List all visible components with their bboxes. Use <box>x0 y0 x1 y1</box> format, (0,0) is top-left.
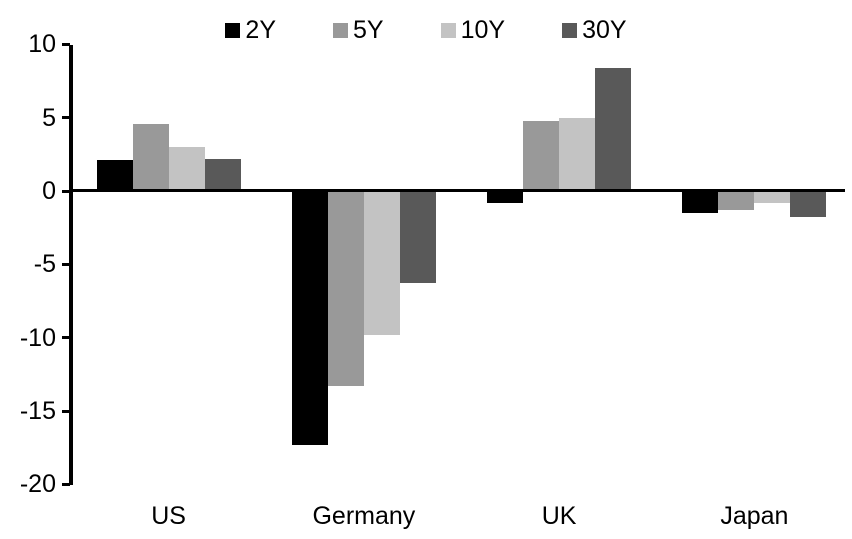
bar-uk-2y <box>487 191 524 203</box>
legend-swatch-10y <box>440 22 456 38</box>
x-axis-label-us: US <box>151 502 186 530</box>
y-tick <box>62 42 70 46</box>
y-tick <box>62 336 70 340</box>
legend-item-2y: 2Y <box>225 15 277 44</box>
y-tick-label: -20 <box>19 470 56 499</box>
bar-us-5y <box>132 123 169 191</box>
x-axis-label-uk: UK <box>541 502 577 530</box>
x-axis-label-japan: Japan <box>720 502 789 530</box>
y-tick <box>62 482 70 486</box>
legend-swatch-2y <box>225 22 241 38</box>
bar-us-30y <box>204 158 241 191</box>
bar-japan-30y <box>790 191 827 218</box>
y-tick-label: -5 <box>33 250 56 279</box>
legend-item-5y: 5Y <box>333 15 384 44</box>
y-tick-label: 5 <box>42 103 56 132</box>
y-tick <box>62 189 70 193</box>
legend-label: 5Y <box>353 15 384 44</box>
y-tick-label: -15 <box>19 397 56 425</box>
zero-baseline <box>69 189 845 192</box>
bar-germany-10y <box>363 191 400 335</box>
legend-swatch-5y <box>333 22 349 38</box>
bar-germany-2y <box>291 191 328 445</box>
bar-us-2y <box>96 160 133 191</box>
y-tick-label: 10 <box>28 30 56 59</box>
x-axis-label-germany: Germany <box>312 502 416 530</box>
bar-japan-10y <box>754 191 791 203</box>
legend-label: 30Y <box>582 15 627 44</box>
legend-label: 10Y <box>460 15 506 44</box>
bar-germany-30y <box>399 191 436 284</box>
bar-germany-5y <box>327 191 364 387</box>
y-tick <box>62 262 70 266</box>
bar-uk-30y <box>595 67 632 191</box>
legend-item-30y: 30Y <box>562 15 627 44</box>
legend-item-10y: 10Y <box>440 15 506 44</box>
y-tick <box>62 116 70 120</box>
y-tick-label: 0 <box>42 177 56 205</box>
bar-uk-5y <box>523 120 560 191</box>
bar-japan-5y <box>718 191 755 211</box>
bar-us-10y <box>168 147 205 191</box>
y-axis-line <box>69 45 73 485</box>
chart-legend: 2Y 5Y 10Y 30Y <box>0 15 852 45</box>
y-tick <box>62 409 70 413</box>
legend-label: 2Y <box>245 15 277 44</box>
legend-swatch-30y <box>562 22 578 38</box>
bar-uk-10y <box>559 117 596 191</box>
bar-japan-2y <box>682 191 719 213</box>
y-tick-label: -10 <box>19 323 56 352</box>
